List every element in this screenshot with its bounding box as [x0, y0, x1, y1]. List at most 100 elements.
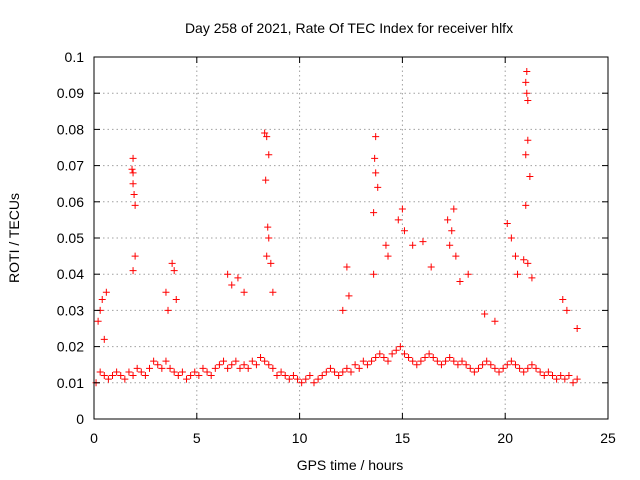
data-point: [191, 368, 199, 376]
data-point: [347, 368, 355, 376]
data-point: [450, 357, 458, 365]
data-point: [372, 353, 380, 361]
data-point: [131, 252, 139, 260]
data-point: [396, 343, 404, 351]
data-point: [129, 372, 137, 380]
data-point: [96, 368, 104, 376]
data-point: [417, 357, 425, 365]
data-point: [261, 129, 269, 137]
data-point: [540, 372, 548, 380]
data-point: [419, 238, 427, 246]
data-point: [267, 259, 275, 267]
data-point: [211, 364, 219, 372]
data-point: [339, 368, 347, 376]
data-point: [565, 372, 573, 380]
y-tick-label: 0.02: [57, 339, 84, 355]
y-tick-label: 0: [76, 411, 84, 427]
data-point: [130, 191, 138, 199]
y-axis-label: ROTI / TECUs: [6, 193, 22, 283]
data-point: [351, 361, 359, 369]
axis-ticks: [93, 56, 609, 420]
data-point: [561, 375, 569, 383]
data-point: [464, 270, 472, 278]
data-point: [236, 364, 244, 372]
data-point: [499, 364, 507, 372]
data-point: [526, 172, 534, 180]
data-point: [444, 216, 452, 224]
data-point: [522, 201, 530, 209]
data-point: [98, 296, 106, 304]
data-point: [306, 372, 314, 380]
data-point: [109, 372, 117, 380]
data-point: [265, 151, 273, 159]
data-point: [523, 89, 531, 97]
data-point: [224, 270, 232, 278]
data-point: [129, 154, 137, 162]
data-point: [131, 201, 139, 209]
data-point: [384, 252, 392, 260]
data-point: [281, 372, 289, 380]
data-point: [479, 361, 487, 369]
data-point: [345, 292, 353, 300]
data-point: [450, 205, 458, 213]
data-point: [262, 176, 270, 184]
data-point: [162, 357, 170, 365]
data-point: [158, 364, 166, 372]
data-point: [522, 151, 530, 159]
data-point: [446, 353, 454, 361]
data-point: [563, 306, 571, 314]
data-point: [520, 368, 528, 376]
y-tick-label: 0.03: [57, 302, 84, 318]
data-point: [234, 274, 242, 282]
data-point: [382, 241, 390, 249]
data-point: [456, 277, 464, 285]
data-point: [199, 364, 207, 372]
data-point: [314, 375, 322, 383]
data-point: [322, 368, 330, 376]
data-point: [224, 364, 232, 372]
y-tick-label: 0.04: [57, 266, 84, 282]
data-point: [507, 234, 515, 242]
data-point: [263, 133, 271, 141]
data-point: [100, 372, 108, 380]
data-point: [503, 361, 511, 369]
data-point: [372, 133, 380, 141]
data-point: [195, 372, 203, 380]
data-point: [427, 263, 435, 271]
data-point: [388, 350, 396, 358]
data-point: [129, 169, 137, 177]
data-point: [495, 368, 503, 376]
data-point: [121, 375, 129, 383]
data-point: [117, 372, 125, 380]
data-point: [458, 357, 466, 365]
data-point: [372, 169, 380, 177]
data-point: [170, 368, 178, 376]
x-tick-label: 15: [395, 430, 411, 446]
data-point: [326, 364, 334, 372]
data-point: [370, 270, 378, 278]
data-point: [172, 296, 180, 304]
y-tick-label: 0.08: [57, 121, 84, 137]
data-point: [137, 368, 145, 376]
data-point: [452, 252, 460, 260]
data-point: [553, 375, 561, 383]
data-point: [573, 325, 581, 332]
data-point: [269, 364, 277, 372]
data-point: [174, 372, 182, 380]
data-point: [240, 361, 248, 369]
data-point: [368, 357, 376, 365]
data-point: [392, 346, 400, 354]
data-point: [454, 361, 462, 369]
data-point: [466, 364, 474, 372]
data-point: [298, 379, 306, 387]
data-point: [141, 372, 149, 380]
data-point: [557, 372, 565, 380]
data-point: [285, 375, 293, 383]
x-tick-label: 20: [497, 430, 513, 446]
data-point: [178, 368, 186, 376]
data-point: [113, 368, 121, 376]
data-point: [183, 375, 191, 383]
x-tick-label: 10: [292, 430, 308, 446]
data-point: [470, 368, 478, 376]
